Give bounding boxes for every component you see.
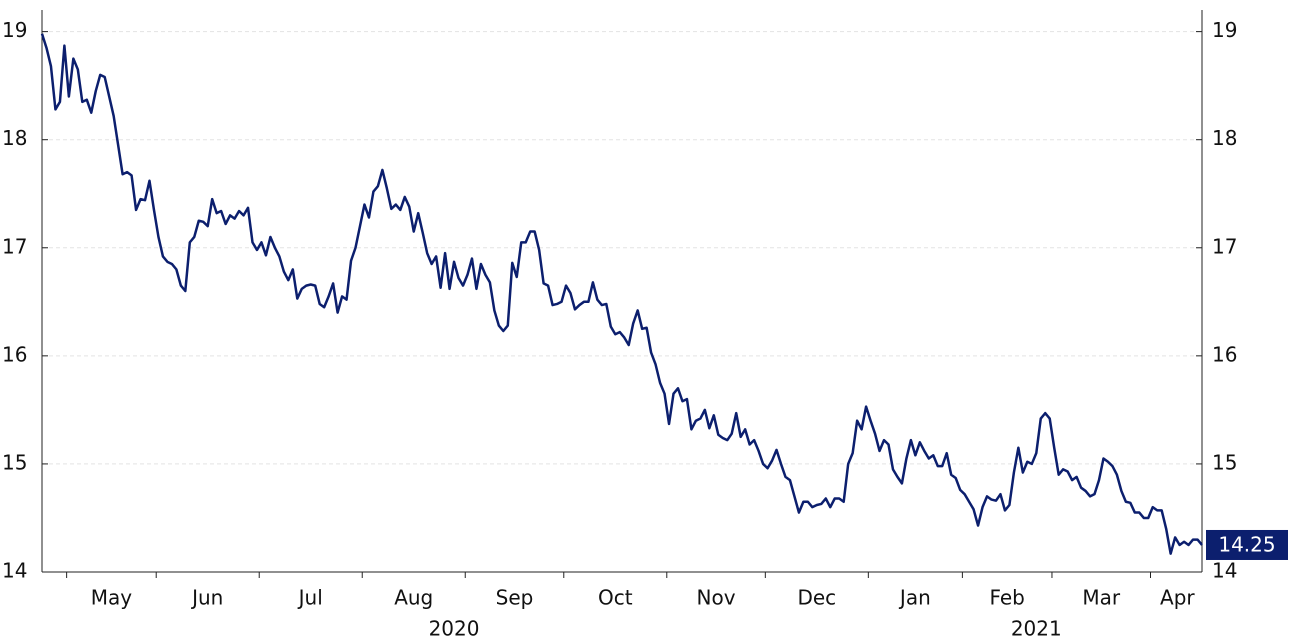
x-tick-label: Jun [190,586,223,610]
y2-tick-label: 16 [1212,342,1237,366]
y2-tick-label: 14 [1212,559,1237,583]
y-tick-label: 16 [2,342,27,366]
x-tick-label: Aug [394,586,433,610]
x-tick-label: Mar [1082,586,1121,610]
x-group-label: 2021 [1011,617,1062,641]
y-tick-label: 15 [2,450,27,474]
y2-tick-label: 18 [1212,126,1237,150]
x-tick-label: Apr [1160,586,1195,610]
y-tick-label: 14 [2,559,27,583]
x-tick-label: Jul [297,586,323,610]
y2-tick-label: 17 [1212,234,1237,258]
x-group-label: 2020 [429,617,480,641]
x-tick-label: Feb [989,586,1024,610]
y2-tick-label: 15 [1212,450,1237,474]
y-tick-label: 17 [2,234,27,258]
x-tick-label: Oct [598,586,633,610]
price-line [40,33,1203,555]
x-tick-label: May [91,586,133,610]
last-value-box [1206,529,1288,560]
last-value-label: 14.25 [1218,532,1275,556]
x-tick-label: Dec [797,586,836,610]
x-tick-label: Sep [496,586,534,610]
x-tick-label: Jan [898,586,931,610]
y-tick-label: 19 [2,18,27,42]
x-tick-label: Nov [697,586,736,610]
y2-tick-label: 19 [1212,18,1237,42]
y-tick-label: 18 [2,126,27,150]
